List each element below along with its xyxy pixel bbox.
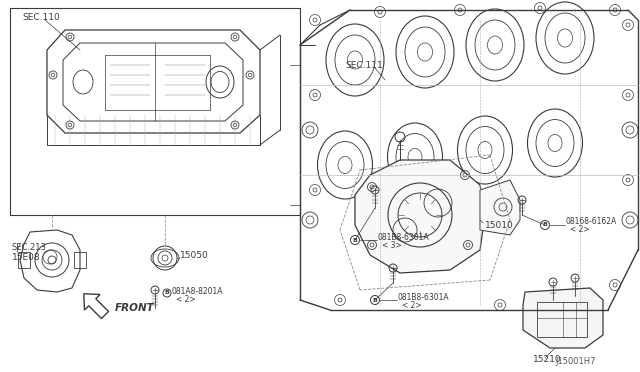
Text: 15010: 15010 — [485, 221, 514, 230]
Text: B: B — [543, 222, 547, 228]
Text: 081A8-8201A: 081A8-8201A — [172, 288, 223, 296]
Text: < 2>: < 2> — [570, 225, 589, 234]
Text: 15E08: 15E08 — [12, 253, 40, 262]
Text: B: B — [164, 291, 170, 295]
Bar — [74, 252, 86, 268]
Text: FRONT: FRONT — [115, 303, 155, 313]
Text: < 3>: < 3> — [382, 241, 402, 250]
Polygon shape — [84, 294, 109, 318]
Polygon shape — [523, 288, 603, 348]
Text: < 2>: < 2> — [176, 295, 196, 304]
Text: 15050: 15050 — [180, 251, 209, 260]
Text: 15210: 15210 — [533, 356, 562, 365]
Text: J15001H7: J15001H7 — [555, 357, 595, 366]
Text: SEC.111: SEC.111 — [345, 61, 383, 70]
Text: SEC.110: SEC.110 — [22, 13, 60, 22]
Polygon shape — [355, 160, 485, 273]
Text: 081B8-6301A: 081B8-6301A — [398, 292, 450, 301]
Polygon shape — [480, 180, 520, 235]
Text: < 2>: < 2> — [402, 301, 422, 310]
Text: 08168-6162A: 08168-6162A — [566, 218, 617, 227]
Bar — [537, 302, 587, 337]
Text: 081B8-6301A: 081B8-6301A — [378, 232, 429, 241]
Bar — [10, 8, 300, 215]
Text: B: B — [353, 237, 357, 243]
Text: SEC.213: SEC.213 — [12, 244, 47, 253]
Text: B: B — [372, 298, 378, 302]
Bar — [18, 252, 30, 268]
